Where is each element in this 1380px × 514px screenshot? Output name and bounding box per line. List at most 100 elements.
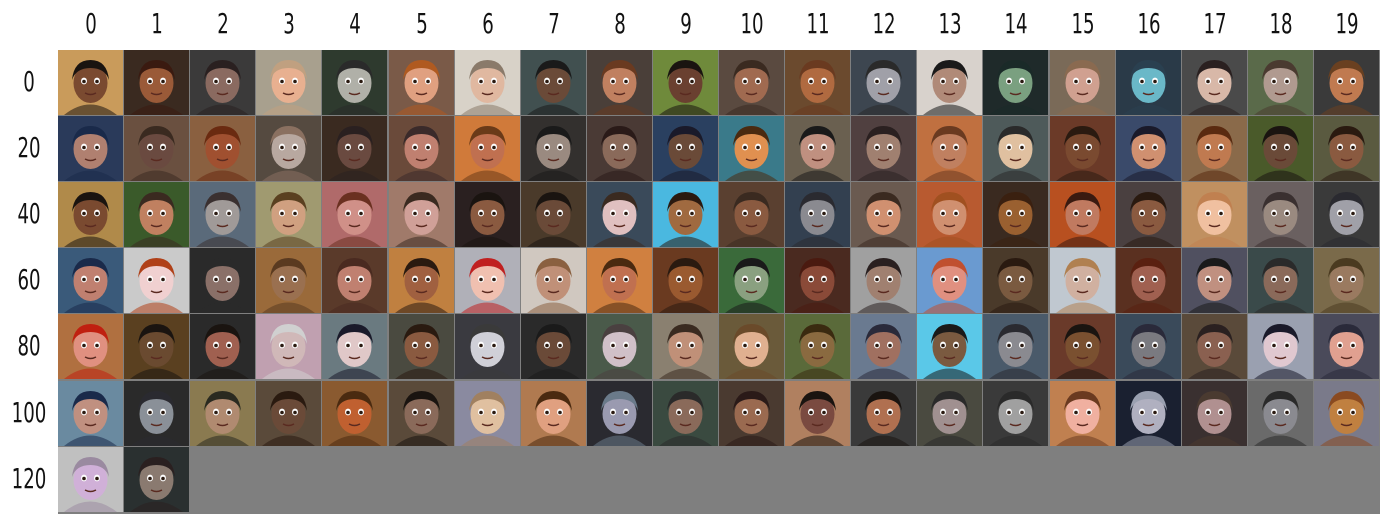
face-thumbnail <box>719 380 784 446</box>
face-thumbnail <box>1049 50 1115 115</box>
face-thumbnail <box>322 314 388 380</box>
cartoon-face-icon <box>388 50 454 115</box>
cartoon-face-icon <box>454 314 520 380</box>
cartoon-face-icon <box>983 380 1049 446</box>
cartoon-face-icon <box>785 182 851 248</box>
face-thumbnail <box>1181 314 1247 380</box>
cartoon-face-icon <box>1115 380 1181 446</box>
column-label: 3 <box>283 7 296 40</box>
face-thumbnail <box>124 314 190 380</box>
cartoon-face-icon <box>58 314 123 380</box>
cartoon-face-icon <box>1049 380 1115 446</box>
cartoon-face-icon <box>1115 116 1181 182</box>
face-thumbnail <box>1247 248 1313 314</box>
cartoon-face-icon <box>256 314 322 380</box>
cartoon-face-icon <box>1247 380 1313 446</box>
cartoon-face-icon <box>454 116 520 182</box>
face-thumbnail <box>652 50 718 115</box>
column-label: 13 <box>938 7 962 40</box>
cartoon-face-icon <box>256 380 322 446</box>
column-label: 8 <box>614 7 626 40</box>
face-thumbnail <box>58 380 123 446</box>
cartoon-face-icon <box>454 380 520 446</box>
cartoon-face-icon <box>520 248 586 314</box>
cartoon-face-icon <box>983 182 1049 248</box>
cartoon-face-icon <box>1181 314 1247 380</box>
cartoon-face-icon <box>1247 182 1313 248</box>
face-thumbnail <box>454 116 520 182</box>
column-label: 6 <box>481 7 494 40</box>
cartoon-face-icon <box>322 182 388 248</box>
face-thumbnail <box>388 50 454 115</box>
face-thumbnail <box>1247 314 1313 380</box>
face-thumbnail <box>520 314 586 380</box>
cartoon-face-icon <box>917 248 983 314</box>
face-thumbnail <box>1115 116 1181 182</box>
cartoon-face-icon <box>1247 248 1313 314</box>
face-thumbnail <box>652 116 718 182</box>
face-thumbnail <box>58 116 123 182</box>
cartoon-face-icon <box>520 50 586 115</box>
face-thumbnail <box>1247 50 1313 115</box>
cartoon-face-icon <box>719 314 784 380</box>
face-thumbnail <box>983 116 1049 182</box>
cartoon-face-icon <box>1313 380 1379 446</box>
face-thumbnail <box>586 314 652 380</box>
cartoon-face-icon <box>190 50 256 115</box>
cartoon-face-icon <box>322 314 388 380</box>
column-label: 5 <box>415 7 428 40</box>
column-label: 1 <box>151 7 163 40</box>
cartoon-face-icon <box>58 50 123 115</box>
cartoon-face-icon <box>917 182 983 248</box>
cartoon-face-icon <box>586 380 652 446</box>
face-thumbnail <box>652 314 718 380</box>
cartoon-face-icon <box>1049 314 1115 380</box>
column-label: 2 <box>217 7 229 40</box>
face-thumbnail <box>851 182 917 248</box>
row-label: 20 <box>17 131 41 165</box>
face-thumbnail <box>785 314 851 380</box>
cartoon-face-icon <box>652 314 718 380</box>
face-thumbnail <box>1115 248 1181 314</box>
face-thumbnail <box>785 50 851 115</box>
face-thumbnail <box>917 116 983 182</box>
cartoon-face-icon <box>58 248 123 314</box>
cartoon-face-icon <box>652 248 718 314</box>
face-thumbnail <box>1313 380 1379 446</box>
cartoon-face-icon <box>1049 248 1115 314</box>
column-label: 0 <box>85 7 97 40</box>
cartoon-face-icon <box>388 248 454 314</box>
cartoon-face-icon <box>586 116 652 182</box>
cartoon-face-icon <box>256 248 322 314</box>
face-thumbnail <box>388 116 454 182</box>
row-label: 100 <box>11 395 47 429</box>
cartoon-face-icon <box>1313 182 1379 248</box>
row-label: 120 <box>11 461 47 495</box>
face-thumbnail <box>124 50 190 115</box>
face-thumbnail <box>388 314 454 380</box>
cartoon-face-icon <box>851 116 917 182</box>
column-label: 12 <box>872 7 896 40</box>
cartoon-face-icon <box>719 182 784 248</box>
cartoon-face-icon <box>983 314 1049 380</box>
cartoon-face-icon <box>983 116 1049 182</box>
cartoon-face-icon <box>190 248 256 314</box>
cartoon-face-icon <box>1049 182 1115 248</box>
face-thumbnail <box>256 380 322 446</box>
face-thumbnail <box>917 380 983 446</box>
cartoon-face-icon <box>1115 248 1181 314</box>
column-label: 19 <box>1335 7 1359 40</box>
cartoon-face-icon <box>388 314 454 380</box>
face-thumbnail <box>58 314 123 380</box>
face-thumbnail <box>1181 116 1247 182</box>
cartoon-face-icon <box>58 380 123 446</box>
cartoon-face-icon <box>322 50 388 115</box>
face-thumbnail <box>256 116 322 182</box>
cartoon-face-icon <box>719 50 784 115</box>
face-thumbnail <box>719 116 784 182</box>
face-thumbnail <box>719 248 784 314</box>
column-label: 15 <box>1070 7 1095 40</box>
face-thumbnail <box>1049 116 1115 182</box>
face-thumbnail <box>851 380 917 446</box>
cartoon-face-icon <box>190 116 256 182</box>
